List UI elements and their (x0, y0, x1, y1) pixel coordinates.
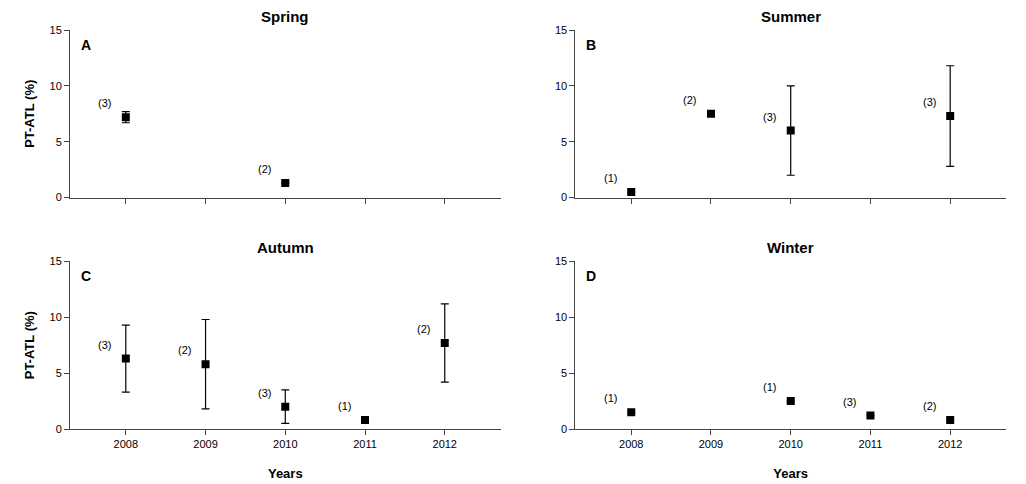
svg-text:(2): (2) (258, 163, 271, 175)
svg-text:PT-ATL (%): PT-ATL (%) (22, 80, 37, 148)
svg-text:B: B (586, 37, 596, 53)
svg-text:10: 10 (50, 80, 62, 92)
svg-text:15: 15 (555, 255, 567, 267)
svg-text:(3): (3) (763, 111, 776, 123)
svg-text:(1): (1) (763, 381, 776, 393)
svg-text:C: C (81, 268, 91, 284)
svg-text:(1): (1) (604, 392, 617, 404)
svg-text:10: 10 (555, 311, 567, 323)
svg-text:(3): (3) (98, 97, 111, 109)
svg-text:2009: 2009 (193, 438, 217, 450)
svg-text:(2): (2) (923, 400, 936, 412)
svg-text:(1): (1) (604, 172, 617, 184)
svg-text:(1): (1) (338, 400, 351, 412)
svg-text:(3): (3) (258, 387, 271, 399)
svg-text:2009: 2009 (699, 438, 723, 450)
svg-text:Autumn: Autumn (257, 239, 314, 256)
svg-text:0: 0 (56, 423, 62, 435)
svg-text:15: 15 (50, 255, 62, 267)
svg-text:5: 5 (561, 367, 567, 379)
svg-text:(2): (2) (417, 323, 430, 335)
svg-text:5: 5 (56, 367, 62, 379)
svg-text:15: 15 (555, 24, 567, 36)
svg-text:A: A (81, 37, 91, 53)
svg-text:0: 0 (56, 191, 62, 203)
svg-text:(3): (3) (843, 396, 856, 408)
svg-text:10: 10 (50, 311, 62, 323)
svg-text:2012: 2012 (938, 438, 962, 450)
svg-text:2008: 2008 (619, 438, 643, 450)
svg-text:15: 15 (50, 24, 62, 36)
svg-text:(2): (2) (178, 344, 191, 356)
svg-text:10: 10 (555, 80, 567, 92)
svg-text:5: 5 (56, 136, 62, 148)
svg-text:2011: 2011 (353, 438, 377, 450)
svg-text:5: 5 (561, 136, 567, 148)
svg-text:2008: 2008 (114, 438, 138, 450)
svg-text:(2): (2) (683, 94, 696, 106)
svg-text:Summer: Summer (761, 8, 821, 25)
svg-text:0: 0 (561, 191, 567, 203)
svg-text:Years: Years (773, 466, 808, 481)
svg-text:D: D (586, 268, 596, 284)
svg-text:PT-ATL (%): PT-ATL (%) (22, 311, 37, 379)
svg-text:Years: Years (268, 466, 303, 481)
svg-text:Winter: Winter (767, 239, 814, 256)
svg-text:2012: 2012 (433, 438, 457, 450)
svg-text:2010: 2010 (778, 438, 802, 450)
svg-text:0: 0 (561, 423, 567, 435)
svg-text:(3): (3) (923, 96, 936, 108)
svg-text:2011: 2011 (859, 438, 883, 450)
svg-text:2010: 2010 (273, 438, 297, 450)
svg-text:(3): (3) (98, 339, 111, 351)
svg-text:Spring: Spring (261, 8, 309, 25)
